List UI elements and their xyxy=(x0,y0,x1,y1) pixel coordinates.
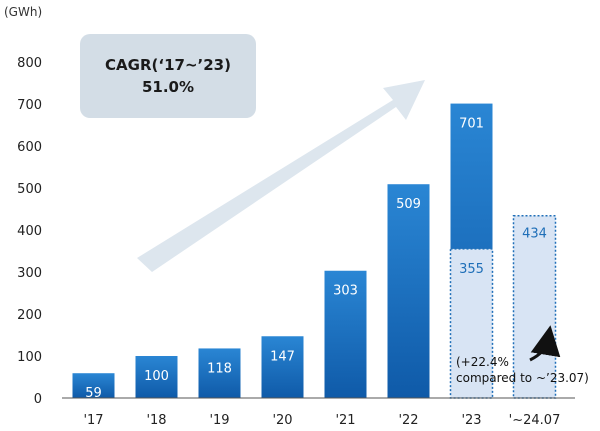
bar xyxy=(324,270,367,398)
cagr-value: 51.0% xyxy=(142,78,194,96)
x-tick-label: '23 xyxy=(461,413,481,428)
y-tick-label: 300 xyxy=(17,266,42,281)
annotation-line1: (+22.4% xyxy=(456,355,509,369)
bar-value-label: 59 xyxy=(85,386,102,401)
bars: 59 100 118 147 303 509 701 355 434 xyxy=(72,103,557,401)
x-tick-label: '21 xyxy=(335,413,355,428)
x-tick-label: '22 xyxy=(398,413,418,428)
x-tick-label: '17 xyxy=(83,413,103,428)
bar-value-label: 701 xyxy=(459,117,484,132)
growth-annotation: (+22.4% compared to ~’23.07) xyxy=(456,325,589,385)
cagr-box: CAGR(‘17~’23) 51.0% xyxy=(80,34,256,118)
y-tick-label: 200 xyxy=(17,308,42,323)
bar-value-label: 509 xyxy=(396,197,421,212)
bar xyxy=(198,348,241,398)
trend-arrow-icon xyxy=(137,80,425,272)
x-tick-label: '18 xyxy=(146,413,166,428)
cagr-title: CAGR(‘17~’23) xyxy=(105,56,231,74)
x-tick-label: '19 xyxy=(209,413,229,428)
bar-value-label: 118 xyxy=(207,361,232,376)
x-tick-label: '~24.07 xyxy=(509,413,561,428)
bar-value-label: 147 xyxy=(270,349,295,364)
annotation-line2: compared to ~’23.07) xyxy=(456,371,589,385)
overlay-value-label: 355 xyxy=(459,262,484,277)
up-arrow-icon xyxy=(529,325,561,362)
bar-overlay-partial xyxy=(449,248,494,399)
y-tick-label: 400 xyxy=(17,224,42,239)
bar-value-label: 303 xyxy=(333,284,358,299)
y-axis: 0 100 200 300 400 500 600 700 800 xyxy=(17,56,42,407)
y-tick-label: 100 xyxy=(17,350,42,365)
bar-value-label: 434 xyxy=(522,227,547,242)
bar xyxy=(387,184,430,398)
y-tick-label: 600 xyxy=(17,140,42,155)
y-tick-label: 0 xyxy=(34,392,42,407)
bar-partial xyxy=(512,214,557,399)
bar xyxy=(135,356,178,398)
y-tick-label: 700 xyxy=(17,98,42,113)
y-tick-label: 500 xyxy=(17,182,42,197)
x-tick-label: '20 xyxy=(272,413,292,428)
bar xyxy=(72,373,115,398)
bar-value-label: 100 xyxy=(144,369,169,384)
y-axis-unit: (GWh) xyxy=(4,5,42,19)
y-tick-label: 800 xyxy=(17,56,42,71)
bar xyxy=(261,336,304,398)
x-axis: '17 '18 '19 '20 '21 '22 '23 '~24.07 xyxy=(83,413,560,428)
